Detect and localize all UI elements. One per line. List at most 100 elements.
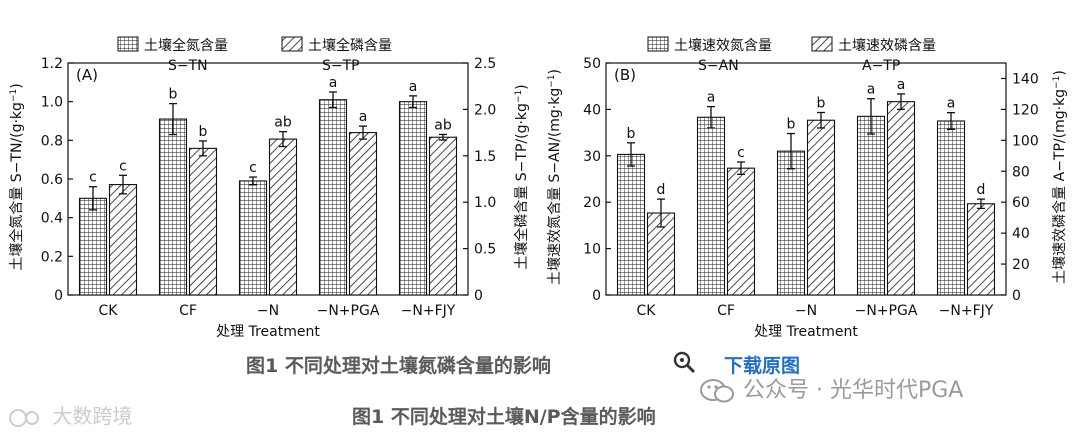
bar-atp [886, 101, 916, 296]
caption-title: 图1 不同处理对土壤氮磷含量的影响 [246, 355, 551, 377]
bar-atp [726, 167, 756, 296]
y2-axis-title: 土壤速效磷含量 A−TP/(mg·kg−1) [1051, 70, 1068, 284]
y2-axis-unit-sup: −1 [514, 90, 524, 103]
y2-tick-label: 80 [1012, 164, 1030, 180]
legend-swatch [281, 36, 303, 52]
watermark-logo-icon [9, 408, 39, 427]
bar-stn [318, 99, 348, 296]
x-tick-label: CK [637, 303, 657, 319]
bar-atp [806, 119, 836, 296]
wechat-icon [700, 379, 734, 403]
y2-tick-label: 2.5 [474, 56, 496, 72]
legend-swatch [117, 36, 139, 52]
bar-stn [158, 118, 188, 296]
y-tick-label: 1.0 [41, 95, 63, 111]
y2-tick-label: 60 [1012, 195, 1030, 211]
series-title: S−TP [322, 58, 360, 74]
legend-swatch [647, 36, 669, 52]
significance-letter: ab [434, 117, 452, 133]
significance-letter: a [707, 90, 716, 106]
y2-axis-title: 土壤全磷含量 S−TP/(g·kg−1) [513, 84, 530, 269]
x-tick-label: −N [795, 303, 817, 319]
significance-letter: c [119, 158, 127, 174]
chart-panel-a: 0 0.2 0.4 0.6 0.8 1.0 1.2 0 0.5 1.0 1.5 2.0 2.5 土壤全氮含… [8, 36, 530, 340]
y-tick-label: 30 [583, 149, 601, 165]
y2-tick-label: 0 [474, 288, 483, 304]
bar-san [696, 116, 726, 296]
chart-panel-b: 0 10 20 30 40 50 0 20 40 60 80 100 120 140 土壤速效氮含量 S−A… [546, 36, 1068, 340]
legend-label: 土壤全氮含量 [144, 37, 228, 54]
significance-letter: a [867, 82, 876, 98]
significance-letter: b [817, 95, 826, 111]
series-title: A−TP [862, 58, 900, 74]
bar-stn [238, 180, 268, 296]
y-axis-title: 土壤全氮含量 S−TN/(g·kg−1) [8, 83, 25, 270]
x-tick-label: −N [257, 303, 279, 319]
significance-letter: d [977, 182, 986, 198]
significance-letter: b [199, 124, 208, 140]
bar-san [776, 150, 806, 296]
watermark-wechat: 公众号 · 光华时代PGA [698, 372, 963, 405]
bar-stp [268, 138, 298, 296]
significance-letter: a [947, 96, 956, 112]
x-tick-label: −N+PGA [855, 303, 918, 319]
significance-letter: a [329, 75, 338, 91]
y-tick-label: 0.2 [41, 249, 63, 265]
legend-label: 土壤全磷含量 [308, 37, 392, 54]
y-axis-title: 土壤速效氮含量 S−AN/(mg·kg−1) [546, 69, 563, 285]
y-tick-label: 0 [592, 288, 601, 304]
x-axis-title: 处理 Treatment [754, 324, 858, 340]
bar-san [936, 120, 966, 296]
x-tick-label: CK [99, 303, 119, 319]
y-tick-label: 1.2 [41, 56, 63, 72]
y-tick-label: 0.8 [41, 133, 63, 149]
y-tick-label: 10 [583, 242, 601, 258]
plot-frame [605, 62, 1007, 296]
y-tick-label: 0.4 [41, 211, 63, 227]
y2-axis-unit-sup: −1 [1052, 76, 1062, 89]
y-axis-unit-sup: −1 [547, 74, 557, 87]
y-tick-label: 40 [583, 102, 601, 118]
series-title: S−AN [698, 58, 739, 74]
y2-tick-label: 1.5 [474, 149, 496, 165]
bar-stp [108, 184, 138, 296]
y2-tick-label: 100 [1012, 133, 1039, 149]
watermark-left-text: 大数跨境 [52, 404, 133, 428]
y-tick-label: 0 [54, 288, 63, 304]
bar-stn [398, 101, 428, 296]
y-tick-label: 0.6 [41, 172, 63, 188]
y2-tick-label: 0 [1012, 288, 1021, 304]
figure-caption-2: 图1 不同处理对土壤N/P含量的影响 [352, 406, 656, 428]
legend-label: 土壤速效磷含量 [838, 37, 936, 54]
x-tick-label: −N+FJY [401, 303, 456, 319]
figure-canvas: 0 0.2 0.4 0.6 0.8 1.0 1.2 0 0.5 1.0 1.5 2.0 2.5 土壤全氮含… [8, 36, 1068, 340]
x-tick-label: −N+FJY [939, 303, 994, 319]
x-tick-label: −N+PGA [317, 303, 380, 319]
download-link[interactable]: 下载原图 [724, 355, 801, 377]
significance-letter: c [89, 170, 97, 186]
x-tick-label: CF [717, 303, 735, 319]
y2-tick-label: 140 [1012, 71, 1039, 87]
watermark-left: 大数跨境 [8, 400, 132, 430]
bar-san [856, 115, 886, 296]
panel-label: (A) [76, 66, 98, 84]
zoom-icon[interactable] [672, 350, 696, 374]
y2-tick-label: 40 [1012, 226, 1030, 242]
x-axis-title: 处理 Treatment [216, 324, 320, 340]
bar-san [616, 153, 646, 296]
legend-label: 土壤速效氮含量 [674, 37, 772, 54]
bar-stn [78, 197, 108, 296]
watermark-right-text: 公众号 · 光华时代PGA [743, 378, 964, 403]
significance-letter: b [787, 117, 796, 133]
y-axis-unit-sup: −1 [9, 89, 19, 102]
significance-letter: a [897, 77, 906, 93]
significance-letter: b [169, 87, 178, 103]
significance-letter: b [627, 126, 636, 142]
significance-letter: ab [274, 115, 292, 131]
significance-letter: d [657, 182, 666, 198]
bar-atp [966, 203, 996, 296]
x-tick-label: CF [179, 303, 197, 319]
y2-tick-label: 1.0 [474, 195, 496, 211]
significance-letter: c [249, 160, 257, 176]
y-tick-label: 50 [583, 56, 601, 72]
